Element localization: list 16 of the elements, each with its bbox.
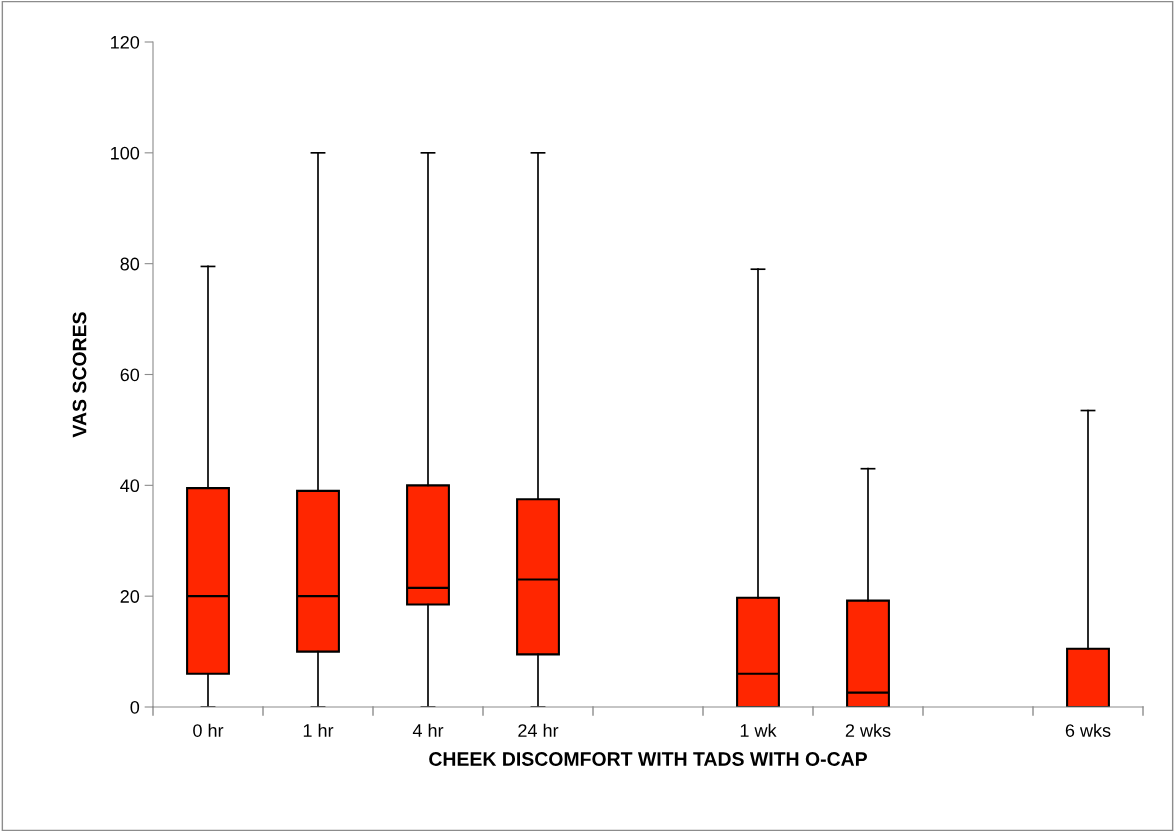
y-tick-label: 80 <box>120 257 140 271</box>
y-tick-label: 0 <box>130 700 140 714</box>
y-axis-title: VAS SCORES <box>72 312 87 438</box>
y-tick-label: 60 <box>120 368 140 382</box>
x-tick-label: 24 hr <box>518 723 559 737</box>
x-tick-label: 6 wks <box>1065 723 1111 737</box>
x-tick-label: 2 wks <box>845 723 891 737</box>
x-tick-label: 1 hr <box>303 723 334 737</box>
y-tick-label: 100 <box>111 146 140 160</box>
y-tick-label: 120 <box>111 35 140 49</box>
y-tick-label: 20 <box>120 590 140 603</box>
x-tick-label: 1 wk <box>740 723 777 737</box>
y-tick-label: 40 <box>120 479 140 493</box>
x-axis-title: CHEEK DISCOMFORT WITH TADS WITH O-CAP <box>429 752 867 766</box>
x-tick-label: 0 hr <box>193 723 224 737</box>
x-tick-label: 4 hr <box>412 723 444 737</box>
